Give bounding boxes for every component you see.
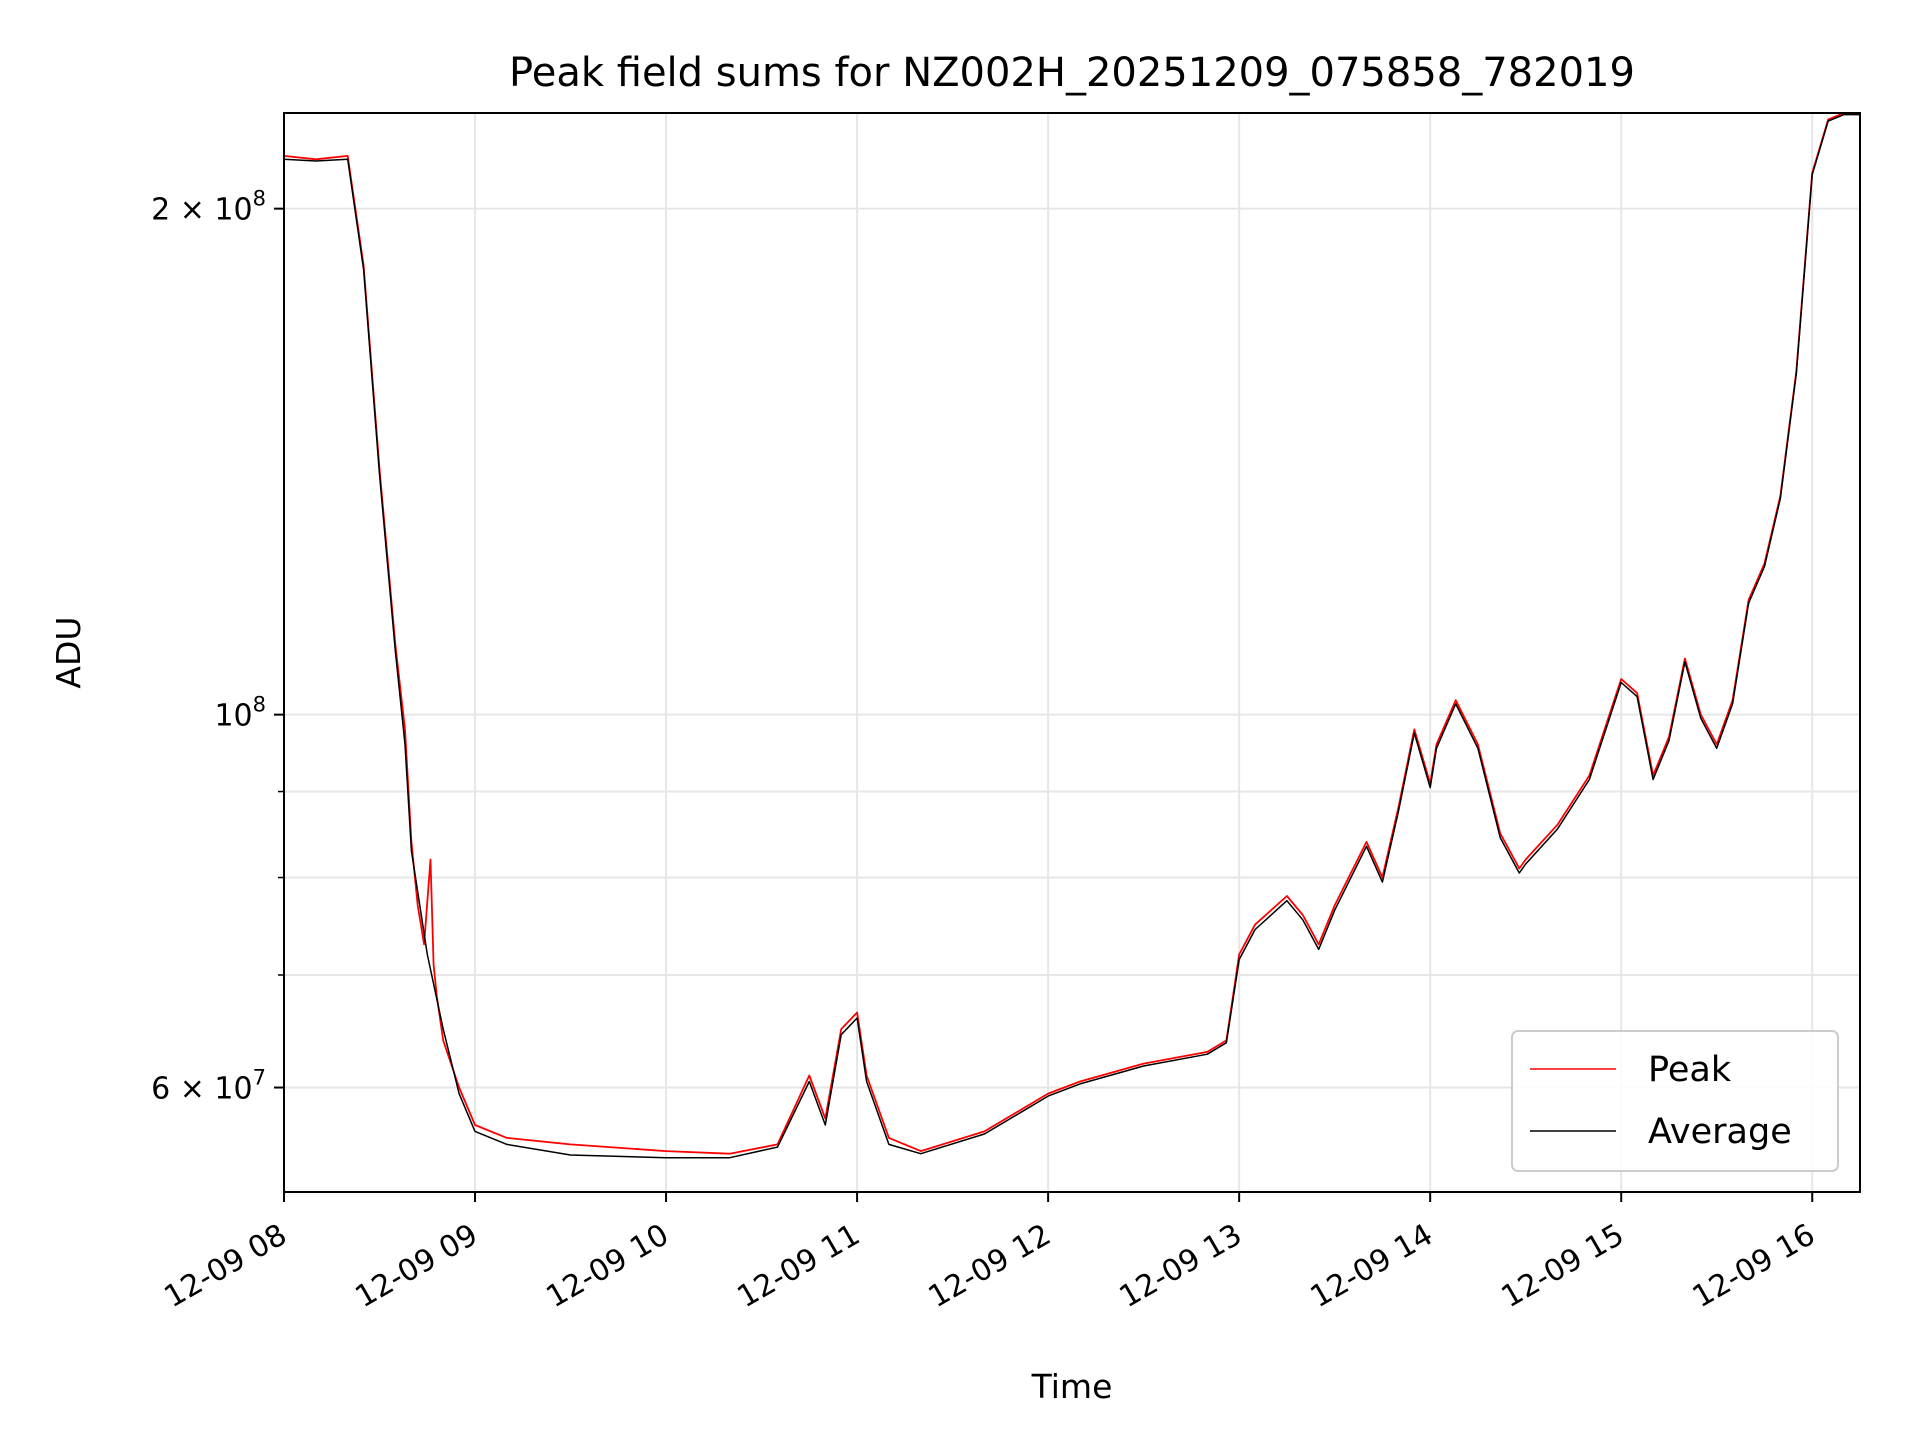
x-tick-label: 12-09 09 <box>350 1217 484 1315</box>
y-tick-label-base: 10 <box>214 699 252 734</box>
x-tick-label: 12-09 16 <box>1687 1217 1821 1315</box>
x-axis: 12-09 08 12-09 09 12-09 10 12-09 11 12-09 12… <box>158 1192 1821 1315</box>
y-tick-label: 108 <box>214 693 266 734</box>
x-tick-label: 12-09 12 <box>923 1217 1057 1315</box>
x-tick-label: 12-09 11 <box>732 1217 866 1315</box>
chart-title: Peak field sums for NZ002H_20251209_0758… <box>509 50 1635 96</box>
legend: Peak Average <box>1511 1030 1839 1172</box>
plot-lines <box>283 112 1860 1159</box>
y-tick-label: 2 × 108 <box>151 187 266 228</box>
x-tick-label: 12-09 15 <box>1496 1217 1630 1315</box>
x-tick-label: 12-09 13 <box>1114 1217 1248 1315</box>
y-tick-label-exponent: 8 <box>253 187 266 211</box>
legend-entry-peak: Peak <box>1648 1050 1732 1090</box>
series-line-peak <box>283 112 1860 1155</box>
grid <box>283 113 1860 1192</box>
y-tick-label-exponent: 7 <box>253 1066 266 1090</box>
x-tick-label: 12-09 10 <box>541 1217 675 1315</box>
y-tick-label-base: 6 × 10 <box>151 1072 252 1107</box>
x-tick-label: 12-09 08 <box>158 1217 292 1315</box>
legend-entry-average: Average <box>1648 1112 1792 1152</box>
y-tick-label-base: 2 × 10 <box>151 193 252 228</box>
series-line-average <box>283 113 1860 1159</box>
x-axis-label: Time <box>1031 1367 1113 1406</box>
y-tick-label-exponent: 8 <box>253 693 266 717</box>
x-tick-label: 12-09 14 <box>1305 1217 1439 1315</box>
y-axis-label: ADU <box>49 616 88 688</box>
legend-box <box>1511 1030 1839 1172</box>
plot-frame <box>283 112 1861 1193</box>
y-tick-label: 6 × 107 <box>151 1066 266 1107</box>
